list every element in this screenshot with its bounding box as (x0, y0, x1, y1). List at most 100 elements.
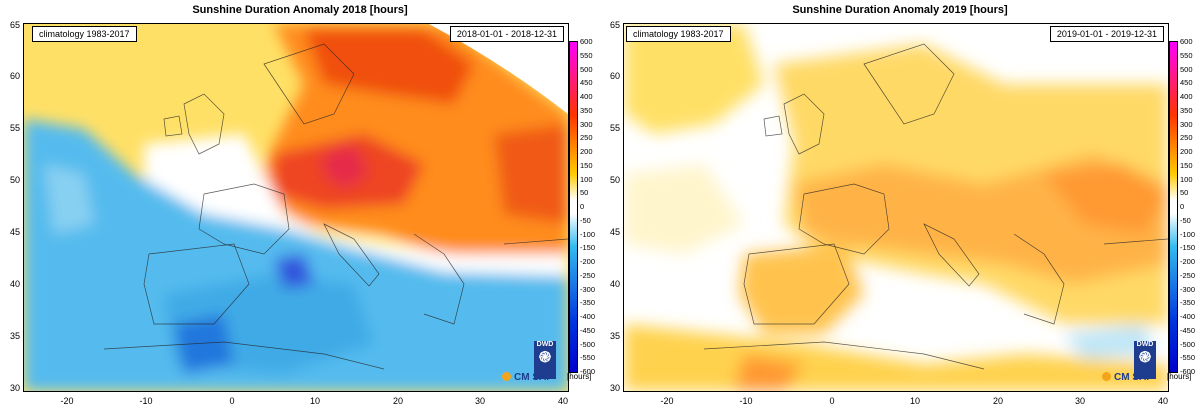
colorbar-labels: 600 550 500 450 400 350 300 250 200 150 … (1180, 37, 1200, 377)
colorbar-label: 450 (1180, 78, 1193, 88)
colorbar-label: -150 (580, 243, 596, 253)
colorbar-unit: [hours] (567, 372, 592, 381)
colorbar-unit: [hours] (1167, 372, 1192, 381)
lat-tick: 60 (9, 71, 20, 81)
colorbar-label: 400 (1180, 92, 1193, 101)
lat-tick: 65 (609, 20, 620, 30)
dwd-logo: DWD ֎ (534, 341, 556, 379)
colorbar-label: -300 (1180, 284, 1196, 294)
colorbar-label: -100 (1180, 229, 1196, 239)
colorbar-label: 300 (580, 119, 593, 129)
anomaly-map-2019 (624, 24, 1168, 391)
lon-tick: 20 (992, 396, 1003, 406)
lon-tick: 30 (1074, 396, 1085, 406)
swirl-icon: ֎ (538, 349, 552, 366)
colorbar-label: 600 (1180, 37, 1193, 46)
lat-tick: 35 (9, 331, 20, 341)
colorbar-label: -500 (1180, 339, 1196, 349)
colorbar-label: -100 (580, 229, 596, 239)
lon-tick: 10 (309, 396, 320, 406)
lat-tick: 50 (609, 175, 620, 185)
colorbar-label: -200 (1180, 257, 1196, 266)
lat-tick: 55 (609, 123, 620, 133)
lat-tick: 35 (609, 331, 620, 341)
colorbar-label: 250 (580, 133, 593, 143)
lat-tick: 40 (609, 279, 620, 289)
cmsaf-logo: CM SAF (1102, 372, 1152, 383)
colorbar-label: 50 (1180, 188, 1189, 198)
colorbar-label: -250 (580, 270, 596, 280)
colorbar-label: 250 (1180, 133, 1193, 143)
colorbar-label: 0 (580, 202, 585, 211)
map-area (623, 23, 1169, 392)
colorbar-label: 150 (580, 160, 593, 170)
colorbar-label: 150 (1180, 160, 1193, 170)
lat-tick: 50 (9, 175, 20, 185)
lon-tick: -20 (660, 396, 674, 406)
colorbar-label: -200 (580, 257, 596, 266)
colorbar-label: -250 (1180, 270, 1196, 280)
colorbar-label: -350 (580, 298, 596, 308)
colorbar-label: 200 (580, 147, 593, 156)
map-panel-2018: Sunshine Duration Anomaly 2018 [hours] (9, 4, 602, 406)
colorbar-label: -50 (1180, 215, 1191, 225)
colorbar-label: 200 (1180, 147, 1193, 156)
colorbar-label: 300 (1180, 119, 1193, 129)
map-title: Sunshine Duration Anomaly 2018 [hours] (192, 4, 408, 16)
lat-tick: 55 (9, 123, 20, 133)
colorbar (1169, 41, 1178, 373)
period-label: 2018-01-01 - 2018-12-31 (449, 26, 564, 42)
period-label: 2019-01-01 - 2019-12-31 (1049, 26, 1164, 42)
colorbar-label: -550 (1180, 353, 1196, 363)
lat-tick: 30 (609, 383, 620, 393)
colorbar-label: 450 (580, 78, 593, 88)
lat-tick: 30 (9, 383, 20, 393)
colorbar-label: -350 (1180, 298, 1196, 308)
lon-tick: 40 (557, 396, 568, 406)
colorbar-label: 100 (580, 174, 593, 184)
colorbar-label: 600 (580, 37, 593, 46)
lon-tick: 40 (1157, 396, 1168, 406)
lon-tick: -10 (739, 396, 753, 406)
map-panel-2019: Sunshine Duration Anomaly 2019 [hours] (600, 0, 1200, 415)
colorbar-label: 350 (1180, 105, 1193, 115)
colorbar-label: 50 (580, 188, 589, 198)
lat-tick: 60 (609, 71, 620, 81)
colorbar-label: 0 (1180, 202, 1185, 211)
colorbar-label: -600 (1180, 367, 1196, 376)
colorbar-label: -50 (580, 215, 591, 225)
lon-tick: 0 (829, 396, 835, 406)
swirl-icon: ֎ (1138, 349, 1152, 366)
colorbar-label: -450 (1180, 325, 1196, 335)
colorbar-label: 500 (1180, 64, 1193, 74)
sun-icon (502, 372, 511, 381)
colorbar-label: 550 (1180, 50, 1193, 60)
lon-tick: 10 (909, 396, 920, 406)
lat-tick: 45 (9, 227, 20, 237)
colorbar-labels: 600 550 500 450 400 350 300 250 200 150 … (580, 37, 602, 377)
lon-tick: -10 (139, 396, 153, 406)
lon-tick: 20 (392, 396, 403, 406)
colorbar-label: -500 (580, 339, 596, 349)
lon-tick: -20 (60, 396, 74, 406)
map-area (23, 23, 569, 392)
colorbar-label: 350 (580, 105, 593, 115)
lat-tick: 45 (609, 227, 620, 237)
colorbar-label: -550 (580, 353, 596, 363)
colorbar-label: -600 (580, 367, 596, 376)
map-title: Sunshine Duration Anomaly 2019 [hours] (792, 4, 1008, 16)
lon-tick: 0 (229, 396, 235, 406)
colorbar-label: 500 (580, 64, 593, 74)
climatology-label: climatology 1983-2017 (626, 26, 731, 42)
colorbar-label: -300 (580, 284, 596, 294)
colorbar-label: 400 (580, 92, 593, 101)
colorbar-label: 550 (580, 50, 593, 60)
cmsaf-logo: CM SAF (502, 372, 552, 383)
dwd-logo: DWD ֎ (1134, 341, 1156, 379)
colorbar-label: 100 (1180, 174, 1193, 184)
colorbar (569, 41, 578, 373)
colorbar-label: -450 (580, 325, 596, 335)
lat-tick: 40 (9, 279, 20, 289)
colorbar-label: -400 (580, 312, 596, 321)
colorbar-label: -400 (1180, 312, 1196, 321)
